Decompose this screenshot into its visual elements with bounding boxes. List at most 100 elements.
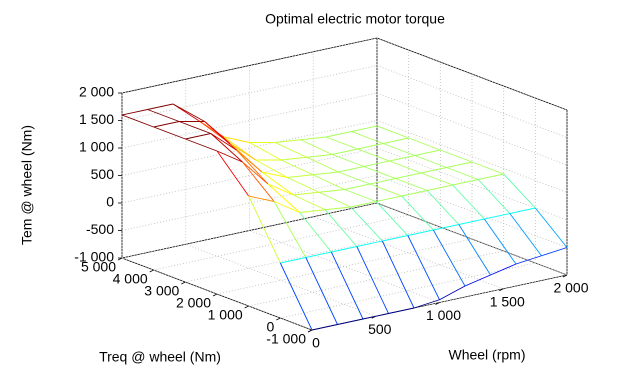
mesh-edge [279,262,313,331]
mesh-edge [261,171,294,196]
mesh-edge [446,167,479,180]
mesh-edge [362,313,389,320]
mesh-edge [408,137,441,151]
mesh-edge [299,212,332,253]
mesh-edge [432,229,466,287]
mesh-edge [350,206,383,242]
mesh-edge [281,156,307,161]
mesh-edge [204,121,237,151]
mesh-edge [299,209,326,213]
mesh-edge [515,255,542,265]
mesh-edge [464,274,491,287]
mesh-edge [172,103,205,122]
mesh-edge [248,195,275,202]
mesh-edge [389,160,422,174]
mesh-edge [121,109,148,116]
mesh-edge [332,154,364,167]
mesh-edge [332,148,358,155]
mesh-edge [420,172,453,186]
mesh-edge [363,166,396,179]
mesh-edge [273,201,300,213]
mesh-edge [446,161,473,168]
mesh-edge [484,213,510,220]
mesh-edge [305,257,338,325]
mesh-edge [185,138,218,152]
mesh-edge [325,131,352,138]
x-tick [435,302,440,305]
mesh-edge [503,173,536,209]
mesh-edge [458,224,491,276]
mesh-edge [210,133,243,163]
grid-line [376,147,568,221]
mesh-edge [242,161,269,185]
x-tick-label: 1 000 [426,307,461,323]
mesh-edge [338,166,364,173]
mesh-edge [376,125,409,139]
mesh-edge [414,155,447,168]
mesh-edge [389,155,415,162]
mesh-edge [452,179,479,186]
z-tick-label: -1 000 [74,249,114,265]
y-tick-label: 2 000 [176,295,211,311]
grid-line [376,37,568,111]
mesh-edge [179,121,211,134]
mesh-edge [433,224,459,231]
mesh-edge [255,159,288,178]
mesh-edge [287,177,320,193]
mesh-edge [121,114,154,128]
mesh-edge [300,136,327,141]
grid-line [249,230,440,303]
mesh-edge [267,183,294,196]
mesh-edge [375,201,409,236]
mesh-edge [471,161,504,175]
mesh-edge [363,160,390,167]
y-tick [149,269,154,273]
mesh-edge [452,184,485,220]
mesh-edge [509,207,536,214]
mesh-edge [439,285,466,301]
mesh-edge [293,191,320,196]
mesh-edge [458,218,485,225]
z-axis-label: Tem @ wheel (Nm) [19,125,35,245]
mesh-edge [357,143,384,150]
mesh-edge [383,137,409,144]
mesh-edge [261,171,288,178]
mesh-edge [407,229,434,236]
mesh-edge [541,247,568,257]
mesh-edge [483,218,517,265]
y-tick-label: 0 [267,319,275,335]
x-axis-label: Wheel (rpm) [448,347,525,363]
y-tick [276,317,281,321]
x-tick-label: 500 [368,321,392,337]
mesh-edge [305,251,332,258]
grid-line [248,250,504,307]
mesh-edge [236,149,263,173]
y-tick-label: 3 000 [144,283,179,299]
mesh-edge [369,183,402,197]
mesh-edge [306,156,339,173]
mesh-edge [490,263,517,276]
grid-line [376,120,568,193]
grid-line [216,238,473,295]
mesh-edge [344,189,377,202]
mesh-edge [248,195,281,264]
mesh-edge [383,143,415,156]
mesh-edge [331,246,357,253]
grid-line [376,202,568,276]
z-tick-label: 1 000 [79,139,114,155]
axis-box [121,37,378,94]
mesh-edge [351,125,378,132]
mesh-edge [477,179,511,214]
y-tick [212,293,218,297]
y-tick [307,329,313,333]
mesh-edge [267,183,300,213]
mesh-edge [356,240,383,247]
z-tick-label: 2 000 [79,84,114,100]
z-tick-label: 1 500 [79,111,114,127]
mesh-edge [395,172,422,179]
mesh-edge [330,251,364,320]
mesh-edge [242,161,275,202]
mesh-edge [407,235,440,300]
mesh-edge [318,191,351,208]
